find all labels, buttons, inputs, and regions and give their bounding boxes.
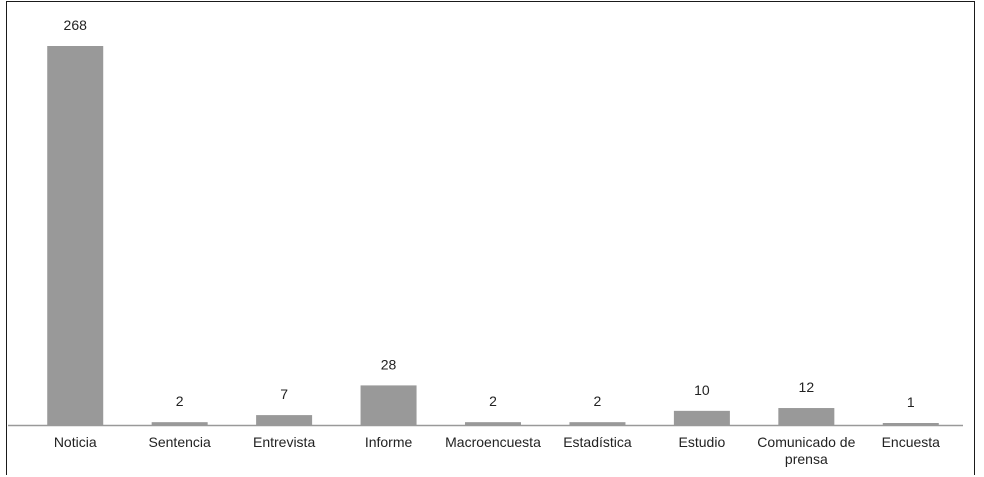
value-labels-group: 268 2 7 28 2 2 10 12 1	[64, 17, 915, 410]
value-label-7: 12	[799, 379, 815, 395]
category-label-3: Informe	[365, 434, 413, 450]
category-label-2: Entrevista	[253, 434, 315, 450]
value-label-4: 2	[489, 393, 497, 409]
bar-4	[465, 422, 521, 425]
category-label-6: Estudio	[679, 434, 726, 450]
category-labels-group: Noticia Sentencia Entrevista Informe Macroen…	[54, 434, 940, 467]
value-label-2: 7	[280, 386, 288, 402]
category-label-4: Macroencuesta	[445, 434, 541, 450]
bar-0	[47, 46, 104, 425]
category-label-5: Estadística	[563, 434, 632, 450]
chart-frame	[6, 1, 975, 475]
category-label-8: Encuesta	[882, 434, 941, 450]
bar-3	[360, 385, 417, 425]
value-label-5: 2	[594, 393, 602, 409]
bar-6	[673, 410, 730, 425]
bar-8	[882, 423, 939, 425]
bar-5	[569, 422, 626, 425]
category-label-7: Comunicado de prensa	[757, 434, 855, 467]
bar-1	[151, 422, 208, 425]
bar-2	[256, 415, 313, 425]
value-label-1: 2	[176, 393, 184, 409]
category-label-0: Noticia	[54, 434, 97, 450]
value-label-8: 1	[907, 394, 915, 410]
bars-group	[47, 46, 939, 425]
value-label-6: 10	[694, 382, 710, 398]
category-label-1: Sentencia	[149, 434, 211, 450]
bar-7	[778, 408, 835, 425]
value-label-0: 268	[64, 17, 88, 33]
value-label-3: 28	[381, 356, 397, 372]
